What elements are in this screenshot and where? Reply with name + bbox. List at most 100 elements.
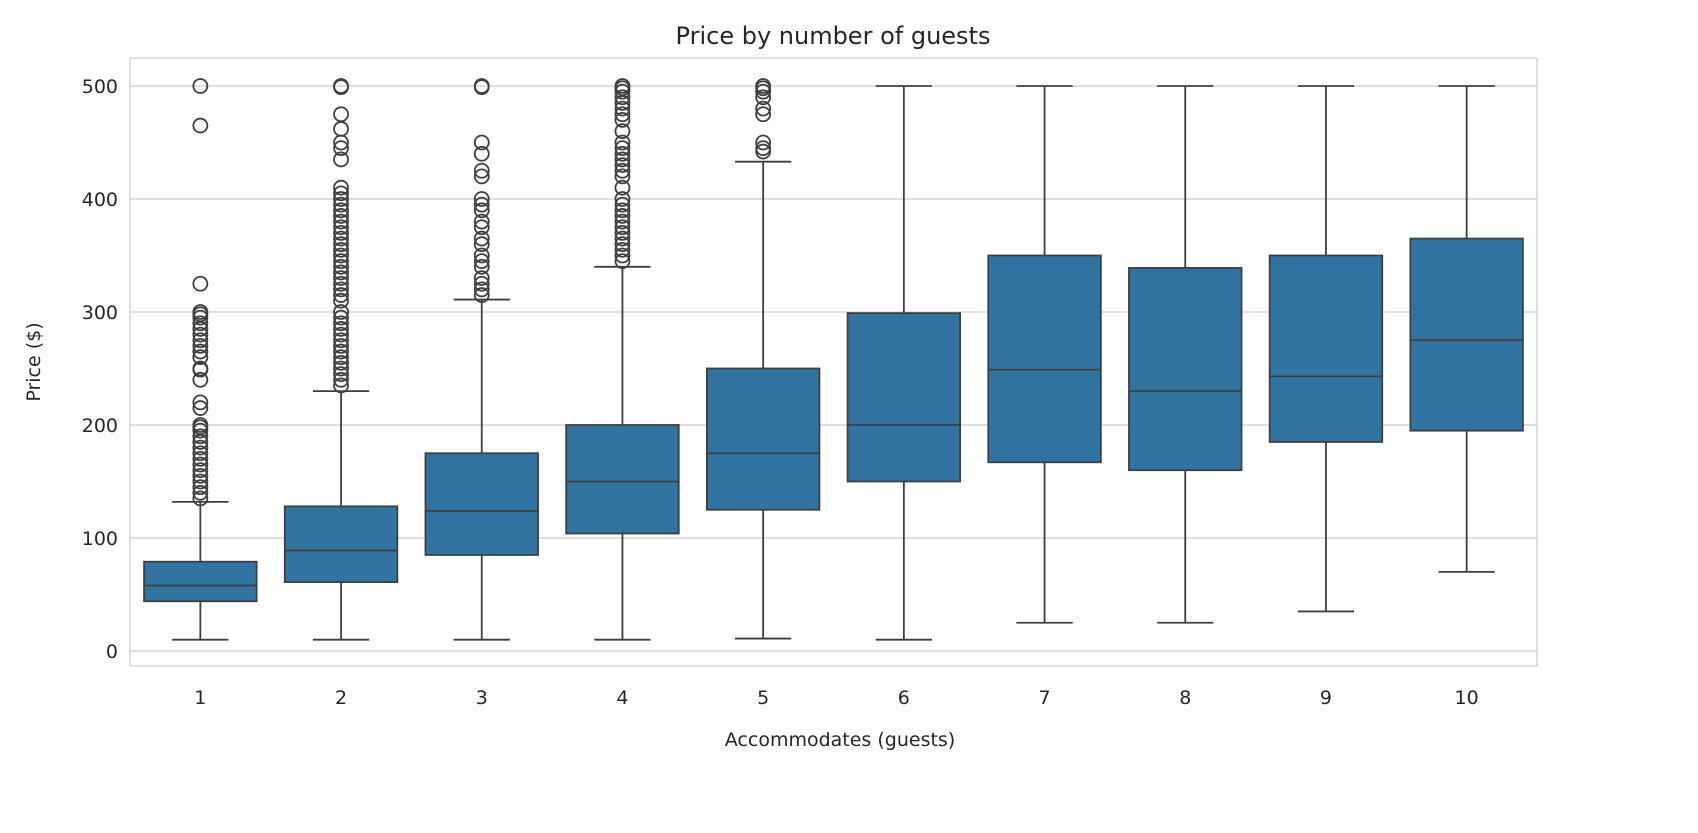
- outlier-point: [614, 151, 631, 168]
- outlier-point: [614, 191, 631, 207]
- outlier-point: [755, 89, 772, 106]
- outlier-point: [333, 106, 349, 123]
- box-7: [987, 254, 1102, 464]
- outlier-point: [333, 377, 349, 394]
- outlier-point: [333, 253, 349, 270]
- outlier-point: [333, 264, 349, 281]
- outlier-point: [755, 106, 772, 123]
- y-axis-label: Price ($): [23, 322, 45, 401]
- outlier-point: [192, 275, 209, 292]
- y-tick-label: 100: [82, 528, 118, 550]
- outlier-point: [333, 281, 349, 298]
- box-8: [1128, 267, 1243, 472]
- outlier-point: [614, 219, 631, 236]
- outlier-point: [755, 83, 772, 100]
- outlier-point: [333, 349, 349, 366]
- outlier-point: [192, 337, 209, 354]
- outlier-point: [333, 241, 349, 258]
- outlier-point: [192, 349, 209, 366]
- outlier-point: [333, 202, 349, 219]
- outlier-point: [473, 168, 490, 185]
- outlier-point: [333, 151, 349, 168]
- outlier-point: [473, 145, 490, 162]
- outlier-point: [333, 360, 349, 377]
- outlier-point: [333, 270, 349, 287]
- box-5: [705, 367, 821, 511]
- box-4: [565, 424, 680, 535]
- outlier-point: [333, 196, 349, 213]
- x-tick-label: 7: [1039, 687, 1051, 709]
- outlier-point: [473, 230, 490, 247]
- outlier-point: [473, 213, 490, 230]
- plot-frame: [129, 57, 1538, 667]
- outlier-point: [192, 315, 209, 332]
- box-2: [283, 505, 399, 583]
- outlier-point: [333, 208, 349, 224]
- x-tick-label: 5: [757, 687, 769, 709]
- x-tick-label: 1: [194, 687, 206, 709]
- outlier-point: [192, 473, 209, 490]
- y-tick-label: 400: [82, 189, 118, 211]
- outlier-point: [614, 224, 631, 241]
- outlier-point: [614, 253, 631, 270]
- outlier-point: [192, 422, 209, 439]
- outlier-point: [614, 202, 631, 219]
- outlier-point: [333, 224, 349, 241]
- chart-title: Price by number of guests: [676, 22, 991, 50]
- outlier-point: [192, 445, 209, 462]
- x-tick-label: 8: [1179, 687, 1191, 709]
- outlier-point: [192, 343, 209, 360]
- outlier-point: [192, 490, 209, 507]
- outlier-point: [333, 337, 349, 354]
- outlier-point: [333, 343, 349, 360]
- outlier-point: [614, 230, 631, 247]
- outlier-point: [333, 219, 349, 236]
- y-tick-label: 500: [82, 76, 118, 98]
- outlier-point: [333, 292, 349, 309]
- outlier-point: [333, 326, 349, 343]
- outlier-point: [614, 95, 631, 111]
- outlier-point: [473, 281, 490, 298]
- outlier-point: [614, 196, 631, 213]
- outlier-point: [333, 354, 349, 371]
- outlier-point: [192, 309, 209, 326]
- outlier-point: [192, 456, 209, 473]
- outlier-point: [333, 179, 349, 196]
- outlier-point: [755, 134, 772, 151]
- outlier-point: [333, 366, 349, 383]
- outlier-point: [755, 143, 772, 160]
- outlier-point: [192, 428, 209, 445]
- outlier-point: [473, 79, 490, 96]
- outlier-point: [473, 236, 490, 253]
- outlier-point: [192, 321, 209, 337]
- outlier-point: [614, 247, 631, 264]
- outlier-point: [614, 140, 631, 157]
- outlier-point: [614, 89, 631, 106]
- outlier-point: [473, 191, 490, 207]
- outlier-point: [473, 162, 490, 179]
- outlier-point: [614, 83, 631, 100]
- box-3: [424, 452, 539, 556]
- outlier-point: [614, 145, 631, 162]
- x-tick-label: 10: [1455, 687, 1479, 709]
- outlier-point: [473, 202, 490, 219]
- outlier-point: [333, 287, 349, 303]
- outlier-point: [192, 400, 209, 416]
- outlier-point: [192, 361, 209, 378]
- x-axis-label: Accommodates (guests): [725, 729, 955, 751]
- outlier-point: [333, 275, 349, 292]
- outlier-point: [333, 121, 349, 137]
- outlier-point: [473, 258, 490, 275]
- outlier-point: [473, 247, 490, 264]
- box-9: [1268, 254, 1384, 443]
- outlier-point: [333, 321, 349, 337]
- outlier-point: [333, 79, 349, 96]
- outlier-point: [333, 315, 349, 332]
- outlier-point: [192, 439, 209, 456]
- outlier-point: [473, 196, 490, 213]
- outlier-point: [192, 326, 209, 343]
- outlier-point: [333, 191, 349, 207]
- outlier-point: [333, 134, 349, 151]
- outlier-point: [333, 304, 349, 320]
